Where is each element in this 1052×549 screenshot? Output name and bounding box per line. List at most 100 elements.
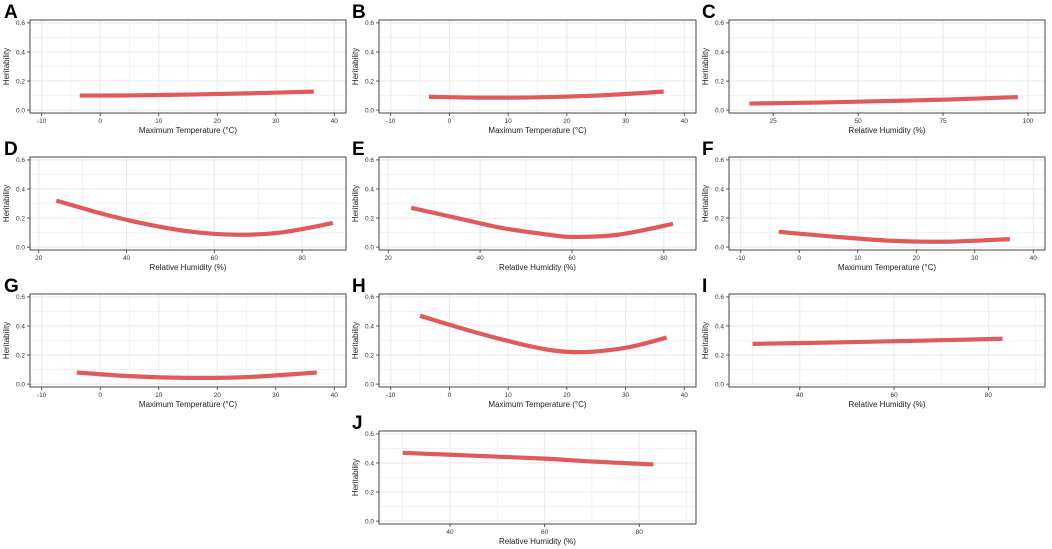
y-axis-title: Heritability: [2, 185, 11, 222]
x-tick-label: -10: [736, 255, 746, 262]
x-tick-label: 80: [636, 529, 644, 536]
panel-g: 0.0 0.2 0.4 0.6 -10 0 10 20 30 40 Maximum Temperat…: [2, 276, 347, 409]
x-tick-label: 50: [855, 118, 863, 125]
x-tick-label: 30: [971, 255, 979, 262]
x-axis-title: Maximum Temperature (°C): [488, 400, 587, 409]
heritability-curve: [749, 94, 1018, 106]
panel-letter: E: [352, 139, 365, 160]
y-tick-label: 0.2: [365, 489, 374, 496]
y-tick-label: 0.4: [365, 323, 374, 330]
plot-border: [29, 293, 347, 388]
y-tick-label: 0.0: [16, 244, 25, 251]
panel-letter: B: [352, 2, 366, 23]
plot-border: [378, 293, 697, 388]
x-tick-label: 40: [796, 392, 804, 399]
y-tick-label: 0.6: [16, 157, 25, 164]
x-tick-label: 40: [681, 118, 689, 125]
x-axis-title: Relative Humidity (%): [849, 126, 926, 135]
x-tick-label: 30: [622, 392, 630, 399]
x-tick-label: -10: [37, 392, 47, 399]
x-tick-label: 25: [770, 118, 778, 125]
y-axis-title: Heritability: [351, 322, 360, 359]
panel-b: 0.0 0.2 0.4 0.6 -10 0 10 20 30 40 Maximum Temperat…: [351, 2, 697, 135]
y-tick-label: 0.2: [16, 78, 25, 85]
x-tick-label: 40: [681, 392, 689, 399]
x-tick-label: 60: [211, 255, 219, 262]
x-tick-label: 0: [98, 118, 102, 125]
panel-letter: G: [4, 276, 19, 297]
y-tick-label: 0.2: [365, 352, 374, 359]
y-tick-label: 0.2: [16, 215, 25, 222]
heritability-curve: [55, 198, 334, 237]
x-axis-title: Relative Humidity (%): [499, 537, 576, 546]
x-tick-label: 40: [123, 255, 131, 262]
panel-a: 0.0 0.2 0.4 0.6 -10 0 10 20 30 40 Maximum Temperat…: [2, 2, 347, 135]
y-tick-label: 0.4: [365, 460, 374, 467]
y-tick-label: 0.2: [715, 215, 724, 222]
y-tick-label: 0.0: [16, 381, 25, 388]
x-tick-label: 60: [568, 255, 576, 262]
heritability-curve: [79, 89, 314, 98]
x-tick-label: -10: [386, 118, 396, 125]
y-tick-label: 0.4: [16, 49, 25, 56]
panel-i: 0.0 0.2 0.4 0.6 40 60 80 Relative Humidity (%) H…: [701, 276, 1046, 409]
x-axis-title: Maximum Temperature (°C): [139, 126, 238, 135]
y-tick-label: 0.0: [365, 381, 374, 388]
y-tick-label: 0.6: [365, 157, 374, 164]
y-tick-label: 0.4: [715, 49, 724, 56]
panel-letter: C: [702, 2, 716, 23]
x-axis-title: Relative Humidity (%): [849, 400, 926, 409]
x-tick-label: 75: [939, 118, 947, 125]
x-tick-label: 30: [622, 118, 630, 125]
y-tick-label: 0.6: [715, 157, 724, 164]
heritability-curve: [402, 450, 654, 467]
x-tick-label: 30: [272, 392, 280, 399]
y-tick-label: 0.4: [365, 49, 374, 56]
x-tick-label: 20: [385, 255, 393, 262]
y-tick-label: 0.6: [715, 20, 724, 27]
panel-letter: J: [352, 413, 363, 434]
panel-e: 0.0 0.2 0.4 0.6 20 40 60 80 Relative Humidity (%…: [351, 139, 697, 272]
panel-letter: F: [702, 139, 714, 160]
x-tick-label: 10: [505, 118, 513, 125]
plot-border: [728, 156, 1046, 251]
plot-border: [728, 293, 1046, 388]
panel-d: 0.0 0.2 0.4 0.6 20 40 60 80 Relative Humidity (%…: [2, 139, 347, 272]
x-axis-title: Relative Humidity (%): [150, 263, 227, 272]
y-axis-title: Heritability: [2, 322, 11, 359]
plot-border: [728, 19, 1046, 114]
y-tick-label: 0.4: [715, 186, 724, 193]
y-axis-title: Heritability: [701, 48, 710, 85]
y-tick-label: 0.0: [365, 518, 374, 525]
x-tick-label: 20: [214, 118, 222, 125]
panel-letter: A: [4, 2, 18, 23]
y-tick-label: 0.4: [16, 186, 25, 193]
panel-h: 0.0 0.2 0.4 0.6 -10 0 10 20 30 40 Maximum Temperat…: [351, 276, 697, 409]
x-tick-label: 0: [797, 255, 801, 262]
y-tick-label: 0.0: [365, 244, 374, 251]
heritability-curve: [428, 89, 664, 100]
x-tick-label: -10: [386, 392, 396, 399]
x-tick-label: 20: [35, 255, 43, 262]
x-tick-label: -10: [37, 118, 47, 125]
y-axis-title: Heritability: [351, 185, 360, 222]
x-tick-label: 20: [214, 392, 222, 399]
y-tick-label: 0.4: [715, 323, 724, 330]
y-tick-label: 0.2: [715, 78, 724, 85]
plot-border: [378, 19, 697, 114]
x-tick-label: 0: [448, 392, 452, 399]
plot-border: [378, 430, 697, 525]
x-tick-label: 10: [155, 392, 163, 399]
x-tick-label: 60: [541, 529, 549, 536]
x-axis-title: Maximum Temperature (°C): [488, 126, 587, 135]
y-tick-label: 0.2: [365, 78, 374, 85]
heritability-curve: [76, 370, 317, 381]
y-tick-label: 0.4: [365, 186, 374, 193]
x-tick-label: 80: [298, 255, 306, 262]
y-tick-label: 0.0: [365, 107, 374, 114]
x-axis-title: Maximum Temperature (°C): [139, 400, 238, 409]
y-tick-label: 0.2: [715, 352, 724, 359]
x-tick-label: 40: [446, 529, 454, 536]
x-tick-label: 30: [272, 118, 280, 125]
